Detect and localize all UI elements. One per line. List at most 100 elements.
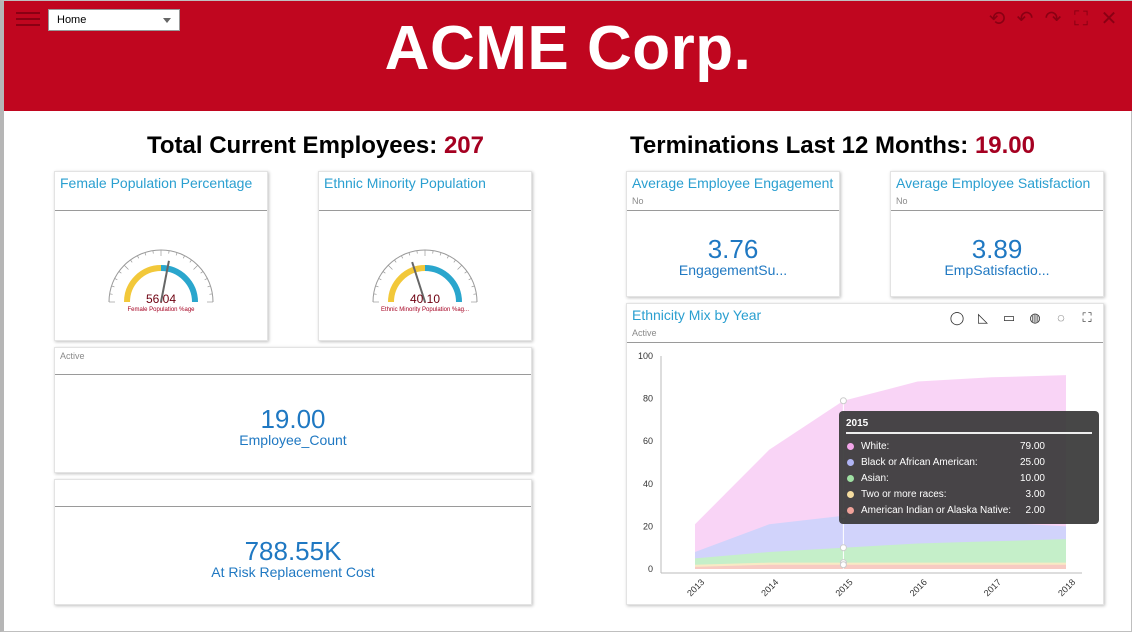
divider — [891, 210, 1103, 211]
satisfaction-card[interactable]: Average Employee Satisfaction No 3.89 Em… — [890, 171, 1104, 297]
gauge-tick — [130, 259, 133, 263]
gauge-tick — [408, 252, 411, 256]
data-point — [839, 544, 847, 552]
y-tick-label: 60 — [643, 436, 653, 446]
employees-value: 207 — [443, 132, 484, 159]
card-subtitle: No — [632, 196, 644, 206]
tooltip-series-value: 3.00 — [1025, 489, 1045, 500]
speech-icon[interactable]: ◌ — [1057, 310, 1065, 325]
satisfaction-value: 3.89 — [971, 234, 1023, 264]
replacement-cost-card[interactable]: 788.55K At Risk Replacement Cost — [54, 479, 532, 605]
expand-icon[interactable]: ⛶ — [1082, 310, 1092, 325]
app-header: Home ACME Corp. ⟲ ↶ ↷ ⛶ ✕ — [4, 1, 1132, 111]
card-title: Average Employee Engagement — [632, 175, 834, 191]
fullscreen-icon[interactable]: ⛶ — [1074, 8, 1088, 30]
gauge-tick — [439, 252, 442, 256]
card-subtitle: Active — [60, 351, 85, 361]
divider — [846, 432, 1092, 434]
gauge-tick — [453, 259, 456, 263]
minority-gauge — [372, 249, 478, 303]
employee-count-label: Employee_Count — [239, 432, 347, 448]
area-american-indian-or-alaska-native — [695, 564, 1066, 569]
minority-gauge-label: Ethnic Minority Population %ag... — [380, 307, 470, 313]
tooltip-row: American Indian or Alaska Native: 2.00 — [847, 504, 1091, 518]
engagement-value: 3.76 — [707, 234, 759, 264]
page-select[interactable]: Home — [48, 9, 180, 31]
y-tick-label: 40 — [643, 479, 653, 489]
female-gauge-label: Female Population %age — [127, 307, 195, 313]
satisfaction-label: EmpSatisfactio... — [944, 262, 1050, 278]
employee-count-value: 19.00 — [260, 404, 326, 434]
chevron-down-icon[interactable] — [163, 18, 171, 23]
card-title: Average Employee Satisfaction — [896, 175, 1091, 191]
gauge-tick — [193, 264, 199, 270]
legend-swatch — [847, 459, 854, 466]
employees-label: Total Current Employees: — [147, 132, 438, 159]
card-title: Ethnic Minority Population — [324, 175, 486, 191]
x-tick-label: 2016 — [908, 577, 929, 598]
undo-icon[interactable]: ↶ — [1016, 8, 1034, 30]
legend-swatch — [847, 491, 854, 498]
legend-swatch — [847, 443, 854, 450]
tooltip-title: 2015 — [846, 418, 869, 429]
lasso-icon[interactable]: ◯ — [949, 310, 965, 325]
female-population-card[interactable]: Female Population Percentage 56.04 Femal… — [54, 171, 268, 341]
gauge-tick — [457, 264, 463, 270]
card-title: Ethnicity Mix by Year — [632, 307, 762, 323]
tooltip-series-name: Two or more races: — [861, 489, 947, 500]
gauge-tick — [207, 285, 211, 288]
gauge-tick — [111, 285, 115, 288]
gauge-tick — [464, 271, 468, 274]
chart-tooltip: 2015 White: 79.00 Black or African Ameri… — [839, 411, 1099, 524]
employee-count-card[interactable]: Active 19.00 Employee_Count — [54, 347, 532, 473]
replacement-cost-label: At Risk Replacement Cost — [211, 564, 375, 580]
tooltip-series-value: 10.00 — [1019, 473, 1045, 484]
ethnic-minority-card[interactable]: Ethnic Minority Population 40.10 Ethnic … — [318, 171, 532, 341]
x-tick-label: 2017 — [982, 577, 1003, 598]
gauge-tick — [137, 255, 140, 259]
tooltip-series-value: 79.00 — [1019, 441, 1045, 452]
comment-icon[interactable]: ▭ — [1002, 310, 1016, 325]
area-asian — [695, 539, 1066, 569]
globe-icon[interactable]: ◍ — [1029, 310, 1041, 325]
y-tick-label: 0 — [648, 564, 653, 574]
gauge-tick — [401, 255, 404, 259]
tooltip-row: Black or African American: 25.00 — [847, 456, 1091, 470]
card-title: Female Population Percentage — [60, 175, 253, 191]
gauge-tick — [144, 252, 147, 256]
gauge-tick — [189, 259, 192, 263]
engagement-card[interactable]: Average Employee Engagement No 3.76 Enga… — [626, 171, 840, 297]
gauge-tick — [175, 252, 178, 256]
y-tick-label: 80 — [643, 394, 653, 404]
y-tick-label: 100 — [638, 351, 653, 361]
tooltip-row: Asian: 10.00 — [847, 472, 1091, 486]
close-icon[interactable]: ✕ — [1100, 8, 1118, 30]
gauge-tick — [468, 278, 472, 281]
header-toolbar: ⟲ ↶ ↷ ⛶ ✕ — [984, 7, 1122, 31]
terminations-label: Terminations Last 12 Months: — [630, 132, 969, 159]
gauge-tick — [446, 255, 449, 259]
tooltip-row: Two or more races: 3.00 — [847, 488, 1091, 502]
divider — [55, 210, 267, 211]
divider — [319, 210, 531, 211]
terminations-value: 19.00 — [974, 132, 1035, 159]
female-gauge-value: 56.04 — [145, 292, 177, 306]
x-tick-label: 2013 — [685, 577, 706, 598]
ruler-icon[interactable]: ◺ — [978, 310, 988, 325]
tooltip-series-name: White: — [861, 441, 890, 452]
engagement-label: EngagementSu... — [678, 262, 788, 278]
hamburger-menu-icon[interactable] — [16, 9, 40, 27]
terminations-headline: Terminations Last 12 Months: 19.00 — [630, 132, 1035, 160]
female-gauge — [108, 249, 214, 303]
legend-swatch — [847, 507, 854, 514]
undo-all-icon[interactable]: ⟲ — [988, 8, 1006, 30]
redo-icon[interactable]: ↷ — [1044, 8, 1062, 30]
tooltip-series-value: 2.00 — [1025, 505, 1045, 516]
x-tick-label: 2015 — [833, 577, 854, 598]
gauge-tick — [118, 271, 122, 274]
gauge-tick — [200, 271, 204, 274]
ethnicity-chart-card[interactable]: Ethnicity Mix by Year Active ◯ ◺ ▭ ◍ ◌ ⛶… — [626, 303, 1104, 605]
data-point — [839, 397, 847, 405]
gauge-tick — [123, 264, 129, 270]
